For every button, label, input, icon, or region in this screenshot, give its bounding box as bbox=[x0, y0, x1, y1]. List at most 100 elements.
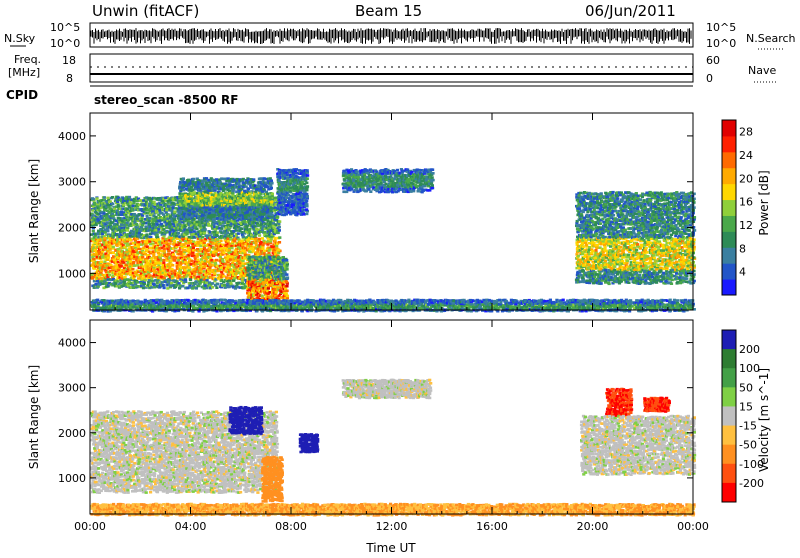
power-cell bbox=[256, 197, 259, 200]
power-cell bbox=[150, 257, 153, 260]
power-cell bbox=[192, 211, 195, 214]
power-cell bbox=[166, 259, 169, 262]
power-cell bbox=[168, 250, 171, 253]
power-cell bbox=[203, 226, 206, 229]
power-cell bbox=[274, 239, 277, 242]
power-cell bbox=[171, 275, 174, 278]
power-cell bbox=[116, 223, 119, 226]
freq-panel: Freq. [MHz] 18 8 60 0 Nave bbox=[8, 53, 776, 85]
power-cell bbox=[178, 284, 181, 287]
power-cell bbox=[215, 259, 218, 262]
power-cell bbox=[248, 228, 251, 231]
power-cell bbox=[199, 225, 202, 228]
power-cell bbox=[203, 232, 206, 235]
power-cell bbox=[173, 256, 176, 259]
power-cell bbox=[162, 284, 165, 287]
power-cell bbox=[120, 262, 123, 265]
power-cell bbox=[149, 236, 152, 239]
power-cell bbox=[196, 258, 199, 261]
power-cell bbox=[278, 229, 281, 232]
power-cell bbox=[128, 196, 131, 199]
power-cell bbox=[106, 197, 109, 200]
power-cell bbox=[162, 228, 165, 231]
power-cell bbox=[111, 203, 114, 206]
power-cell bbox=[278, 236, 281, 239]
power-cell bbox=[129, 239, 132, 242]
power-cell bbox=[189, 279, 192, 282]
power-cell bbox=[150, 279, 153, 282]
cpid-panel: CPID stereo_scan -8500 RF bbox=[6, 86, 693, 108]
power-cell bbox=[195, 287, 198, 290]
power-cell bbox=[184, 269, 187, 272]
power-cell bbox=[269, 197, 272, 200]
date-title: 06/Jun/2011 bbox=[585, 2, 676, 20]
power-cell bbox=[247, 188, 250, 191]
power-cell bbox=[144, 279, 147, 282]
power-cell bbox=[211, 286, 214, 289]
power-cell bbox=[120, 265, 123, 268]
power-cell bbox=[170, 268, 173, 271]
power-cell bbox=[254, 242, 257, 245]
power-cell bbox=[122, 261, 125, 264]
power-cell bbox=[148, 223, 151, 226]
power-cell bbox=[183, 249, 186, 252]
power-cell bbox=[219, 240, 222, 243]
power-cell bbox=[233, 179, 236, 182]
power-cell bbox=[258, 238, 261, 241]
nave-tick-high: 60 bbox=[706, 54, 720, 67]
power-cell bbox=[181, 285, 184, 288]
power-cell bbox=[270, 204, 273, 207]
power-cell bbox=[144, 253, 147, 256]
power-cell bbox=[278, 241, 281, 244]
power-cell bbox=[113, 223, 116, 226]
power-cell bbox=[106, 230, 109, 233]
power-cell bbox=[113, 210, 116, 213]
power-cell bbox=[122, 269, 125, 272]
power-cell bbox=[169, 223, 172, 226]
power-cell bbox=[206, 279, 209, 282]
power-cell bbox=[270, 210, 273, 213]
nsky-tick-low: 10^0 bbox=[50, 37, 80, 50]
power-cell bbox=[226, 231, 229, 234]
power-cell bbox=[252, 178, 255, 181]
power-cell bbox=[229, 285, 232, 288]
power-cell bbox=[237, 232, 240, 235]
power-cell bbox=[190, 260, 193, 263]
cpid-label: CPID bbox=[6, 88, 38, 102]
power-cell bbox=[215, 286, 218, 289]
nsearch-label: N.Search bbox=[746, 32, 796, 45]
cpid-value: stereo_scan -8500 RF bbox=[94, 93, 238, 108]
power-cell bbox=[163, 250, 166, 253]
power-cell bbox=[131, 268, 134, 271]
power-cell bbox=[195, 227, 198, 230]
power-cell bbox=[137, 241, 140, 244]
power-cell bbox=[242, 259, 245, 262]
power-cell bbox=[278, 226, 281, 229]
power-cell bbox=[275, 245, 278, 248]
power-cell bbox=[100, 260, 103, 263]
power-cell bbox=[230, 247, 233, 250]
power-cell bbox=[230, 211, 233, 214]
power-cell bbox=[132, 261, 135, 264]
power-cell bbox=[192, 178, 195, 181]
power-cell bbox=[240, 272, 243, 275]
freq-label: Freq. bbox=[14, 53, 41, 66]
power-cell bbox=[120, 223, 123, 226]
power-cell bbox=[112, 278, 115, 281]
power-cell bbox=[192, 247, 195, 250]
power-cell bbox=[91, 276, 94, 279]
power-cell bbox=[262, 225, 265, 228]
power-cell bbox=[133, 264, 136, 267]
power-cell bbox=[170, 282, 173, 285]
power-cell bbox=[184, 261, 187, 264]
power-cell bbox=[126, 222, 129, 225]
power-cell bbox=[166, 269, 169, 272]
power-cell bbox=[256, 208, 259, 211]
power-cell bbox=[222, 275, 225, 278]
power-cell bbox=[242, 178, 245, 181]
power-cell bbox=[132, 253, 135, 256]
power-cell bbox=[103, 237, 106, 240]
power-cell bbox=[278, 220, 281, 223]
